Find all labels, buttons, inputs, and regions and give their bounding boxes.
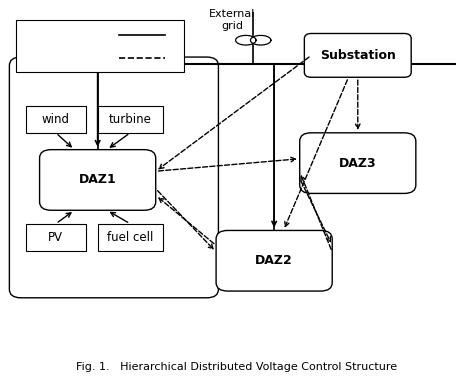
Text: wind: wind [42,113,70,126]
FancyBboxPatch shape [9,57,219,298]
FancyBboxPatch shape [304,34,411,77]
Text: DAZ2: DAZ2 [255,254,293,267]
Text: Substation: Substation [320,49,396,62]
FancyBboxPatch shape [216,231,332,291]
Text: DAZ1: DAZ1 [79,173,117,187]
Text: DAZ3: DAZ3 [339,157,376,170]
FancyBboxPatch shape [300,133,416,194]
Bar [16,20,183,72]
Text: Fig. 1.   Hierarchical Distributed Voltage Control Structure: Fig. 1. Hierarchical Distributed Voltage… [76,362,398,372]
Text: Power flow:: Power flow: [40,30,99,39]
Text: External
grid: External grid [209,9,255,31]
FancyBboxPatch shape [40,150,155,210]
Text: PV: PV [48,231,64,244]
Bar [26,106,86,133]
Text: fuel cell: fuel cell [107,231,154,244]
Text: turbine: turbine [109,113,152,126]
Bar [98,106,163,133]
Bar [26,224,86,251]
Bar [98,224,163,251]
Text: Information flow:: Information flow: [40,53,128,63]
